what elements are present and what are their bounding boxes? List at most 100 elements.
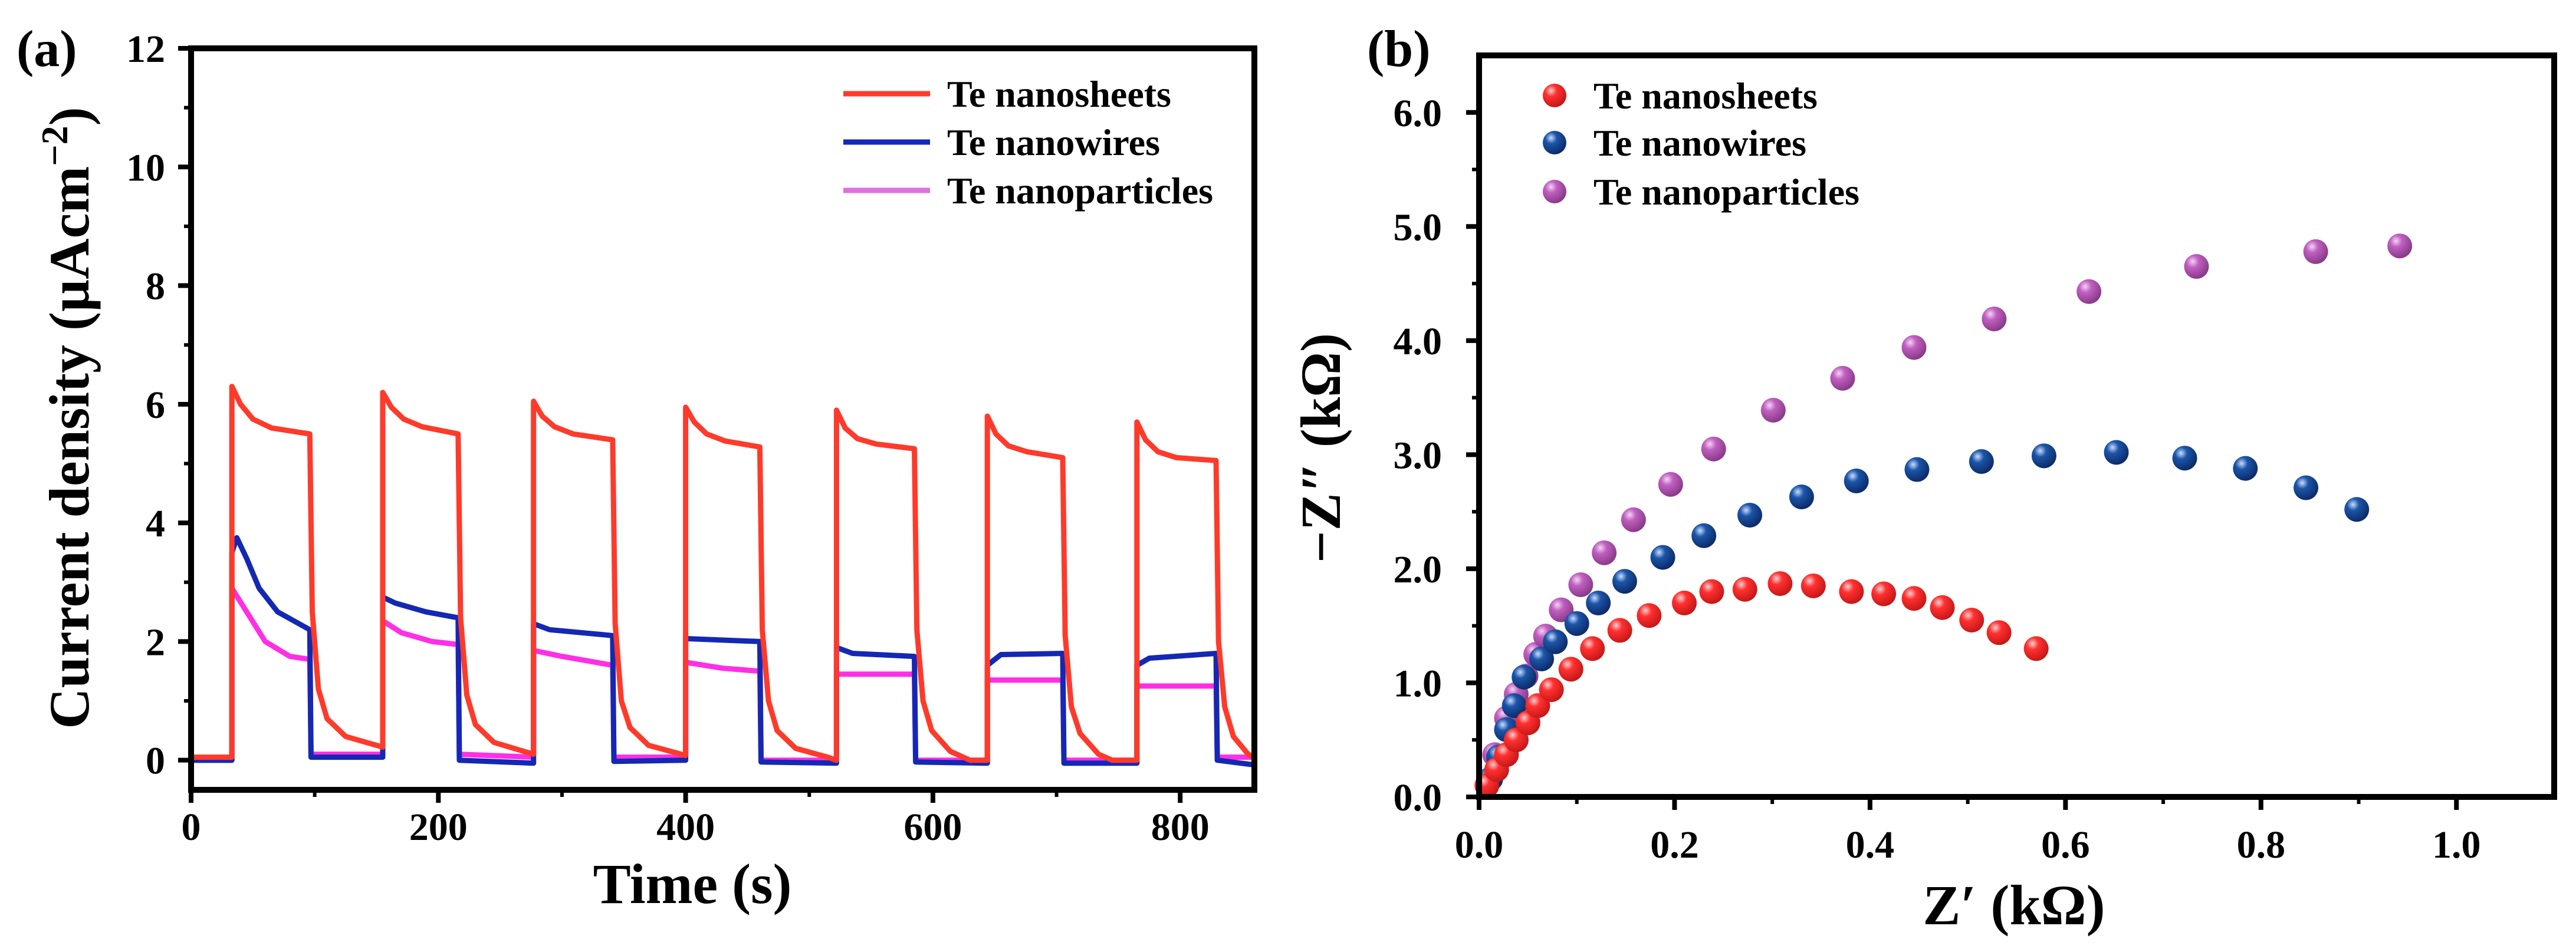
panel-b-axes: 0.0 0.2 0.4 0.6 0.8 1.0 0.0 1.0 2.0 3.0 4.0 5.0 6.0 (1394, 92, 2481, 866)
data-point-nanowires (2233, 456, 2258, 481)
y-tick-label: 6 (146, 384, 165, 427)
data-point-nanowires (1844, 468, 1869, 493)
x-tick-label: 0.8 (2237, 823, 2286, 866)
x-tick-label: 200 (409, 806, 468, 849)
data-point-nanosheets (1637, 603, 1662, 628)
data-point-nanowires (1612, 569, 1637, 594)
data-point-nanosheets (1800, 573, 1826, 598)
data-point-nanosheets (1607, 618, 1632, 643)
x-tick-label: 600 (903, 806, 962, 849)
legend-marker-nanoparticles (1543, 180, 1566, 203)
data-point-nanoparticles (1901, 335, 1927, 360)
series-line-nanosheets (191, 384, 1254, 763)
y-tick-label: 5.0 (1394, 206, 1443, 249)
data-point-nanosheets (1986, 620, 2012, 645)
legend-label-nanowires: Te nanowires (1593, 122, 1806, 164)
data-point-nanowires (2031, 443, 2056, 469)
x-tick-label: 0.4 (1846, 823, 1895, 866)
data-point-nanoparticles (2303, 239, 2328, 264)
data-point-nanowires (1691, 523, 1717, 548)
panel-a-plot-area (191, 384, 1254, 768)
data-point-nanowires (1969, 449, 1994, 474)
panel-a: (a) 0 200 400 600 800 0 2 4 6 8 10 12 Time (s) Curr… (17, 21, 1257, 915)
legend-label-nanosheets: Te nanosheets (1593, 75, 1818, 117)
panel-a-frame (188, 45, 1257, 793)
data-point-nanowires (1737, 502, 1763, 528)
data-point-nanowires (1512, 664, 1537, 690)
x-tick-label: 800 (1151, 806, 1210, 849)
panel-b-ylabel: −Z″ (kΩ) (1289, 333, 1352, 563)
panel-b-xlabel: Z′ (kΩ) (1923, 874, 2105, 937)
x-tick-label: 1.0 (2432, 823, 2481, 866)
y-tick-label: 0 (146, 740, 165, 783)
data-point-nanoparticles (1830, 365, 1855, 391)
legend-label-nanoparticles: Te nanoparticles (1593, 171, 1859, 213)
y-tick-label: 10 (126, 146, 165, 189)
data-point-nanoparticles (1658, 472, 1683, 497)
data-point-nanowires (2172, 446, 2197, 471)
data-point-nanowires (1529, 646, 1555, 671)
data-point-nanosheets (1930, 595, 1955, 620)
y-tick-label: 2 (146, 621, 165, 664)
data-point-nanosheets (1558, 657, 1583, 682)
data-point-nanosheets (1699, 579, 1724, 604)
panel-a-ylabel: Current density (µAcm−2) (34, 107, 101, 729)
data-point-nanowires (1586, 590, 1611, 615)
data-point-nanowires (1501, 693, 1527, 719)
data-point-nanoparticles (1760, 397, 1786, 423)
x-tick-label: 0.6 (2041, 823, 2090, 866)
data-point-nanosheets (1959, 608, 1984, 633)
data-point-nanosheets (1839, 579, 1864, 604)
x-tick-label: 0 (182, 806, 201, 849)
y-tick-label: 12 (126, 28, 165, 71)
data-point-nanosheets (1732, 576, 1757, 602)
data-point-nanoparticles (2387, 233, 2413, 259)
data-point-nanosheets (1580, 636, 1605, 661)
y-tick-label: 3.0 (1394, 434, 1443, 477)
y-tick-label: 0.0 (1394, 776, 1443, 819)
data-point-nanoparticles (1568, 572, 1593, 598)
data-point-nanowires (1564, 611, 1589, 636)
data-point-nanoparticles (1982, 307, 2007, 332)
panel-a-label: (a) (17, 21, 77, 78)
y-tick-label: 1.0 (1394, 662, 1443, 705)
data-point-nanowires (1904, 457, 1930, 482)
panel-b-plot-area (1474, 233, 2413, 798)
legend-marker-nanowires (1543, 131, 1566, 154)
panel-b-frame (1476, 52, 2557, 800)
panel-a-xlabel: Time (s) (593, 852, 792, 915)
data-point-nanosheets (2023, 636, 2049, 661)
data-point-nanosheets (1901, 586, 1927, 611)
panel-a-ylabel-close: ) (38, 107, 101, 126)
data-point-nanowires (1650, 545, 1675, 570)
y-tick-label: 6.0 (1394, 92, 1443, 135)
x-tick-label: 0.2 (1650, 823, 1699, 866)
data-point-nanoparticles (2184, 254, 2209, 279)
data-point-nanoparticles (1592, 540, 1617, 565)
data-point-nanosheets (1767, 571, 1793, 597)
legend-label-nanoparticles: Te nanoparticles (947, 170, 1213, 212)
series-line-nanoparticles (191, 585, 1254, 763)
data-point-nanowires (2104, 440, 2129, 465)
data-point-nanowires (2294, 475, 2319, 500)
data-point-nanowires (1543, 629, 1568, 654)
data-point-nanoparticles (1621, 507, 1646, 532)
x-tick-label: 0.0 (1455, 823, 1504, 866)
panel-a-ylabel-sup: −2 (34, 126, 75, 166)
data-point-nanosheets (1672, 590, 1697, 615)
panel-b: (b) 0.0 0.2 0.4 0.6 0.8 1.0 0.0 1.0 2.0 3.0 4.0 5.0… (1289, 21, 2557, 937)
y-tick-label: 4 (146, 502, 165, 545)
panel-b-label: (b) (1367, 21, 1431, 78)
legend-marker-nanosheets (1543, 84, 1566, 107)
legend-label-nanosheets: Te nanosheets (947, 73, 1171, 115)
data-point-nanowires (2344, 497, 2370, 522)
y-tick-label: 4.0 (1394, 320, 1443, 363)
panel-a-axes: 0 200 400 600 800 0 2 4 6 8 10 12 (126, 28, 1210, 849)
panel-a-legend: Te nanosheets Te nanowires Te nanopartic… (843, 73, 1213, 212)
panel-a-ylabel-main: Current density (µAcm (38, 166, 101, 729)
data-point-nanoparticles (1701, 436, 1726, 462)
y-tick-label: 8 (146, 265, 165, 308)
y-tick-label: 2.0 (1394, 548, 1443, 591)
data-point-nanoparticles (2076, 279, 2102, 304)
